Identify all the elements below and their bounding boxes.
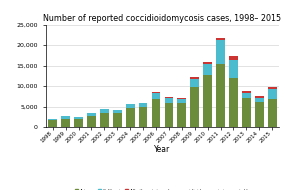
- Bar: [242, 93, 251, 98]
- Legend: Arizona, California, All other states where coccidioidomycosis is reportable: Arizona, California, All other states wh…: [75, 189, 250, 190]
- Bar: [74, 117, 83, 119]
- Bar: [203, 63, 212, 64]
- Bar: [126, 108, 135, 127]
- Bar: [100, 112, 109, 127]
- Bar: [216, 64, 225, 127]
- Bar: [178, 99, 186, 104]
- Bar: [87, 116, 96, 127]
- Bar: [255, 102, 264, 127]
- Bar: [229, 78, 238, 127]
- Bar: [178, 97, 186, 99]
- Bar: [255, 98, 264, 102]
- Bar: [139, 103, 147, 104]
- Bar: [152, 93, 160, 99]
- Bar: [100, 109, 109, 112]
- Bar: [203, 75, 212, 127]
- Bar: [216, 40, 225, 64]
- Bar: [113, 110, 122, 113]
- Bar: [87, 113, 96, 116]
- Bar: [203, 64, 212, 75]
- Bar: [164, 97, 173, 98]
- Bar: [268, 89, 276, 99]
- Bar: [255, 96, 264, 98]
- Bar: [61, 119, 70, 127]
- Bar: [242, 98, 251, 127]
- Bar: [242, 91, 251, 93]
- Bar: [190, 79, 199, 87]
- Bar: [216, 38, 225, 40]
- Bar: [229, 56, 238, 60]
- Bar: [229, 60, 238, 78]
- Bar: [48, 119, 57, 120]
- Bar: [190, 87, 199, 127]
- Bar: [61, 116, 70, 119]
- Bar: [139, 107, 147, 127]
- Bar: [113, 113, 122, 127]
- Bar: [48, 120, 57, 127]
- Bar: [152, 99, 160, 127]
- Bar: [126, 104, 135, 108]
- Bar: [74, 119, 83, 127]
- X-axis label: Year: Year: [154, 145, 171, 154]
- Bar: [190, 78, 199, 79]
- Bar: [152, 92, 160, 93]
- Bar: [268, 87, 276, 89]
- Title: Number of reported coccidioidomycosis cases, 1998– 2015: Number of reported coccidioidomycosis ca…: [43, 13, 282, 23]
- Bar: [268, 99, 276, 127]
- Bar: [178, 104, 186, 127]
- Bar: [164, 104, 173, 127]
- Bar: [164, 98, 173, 104]
- Bar: [139, 104, 147, 107]
